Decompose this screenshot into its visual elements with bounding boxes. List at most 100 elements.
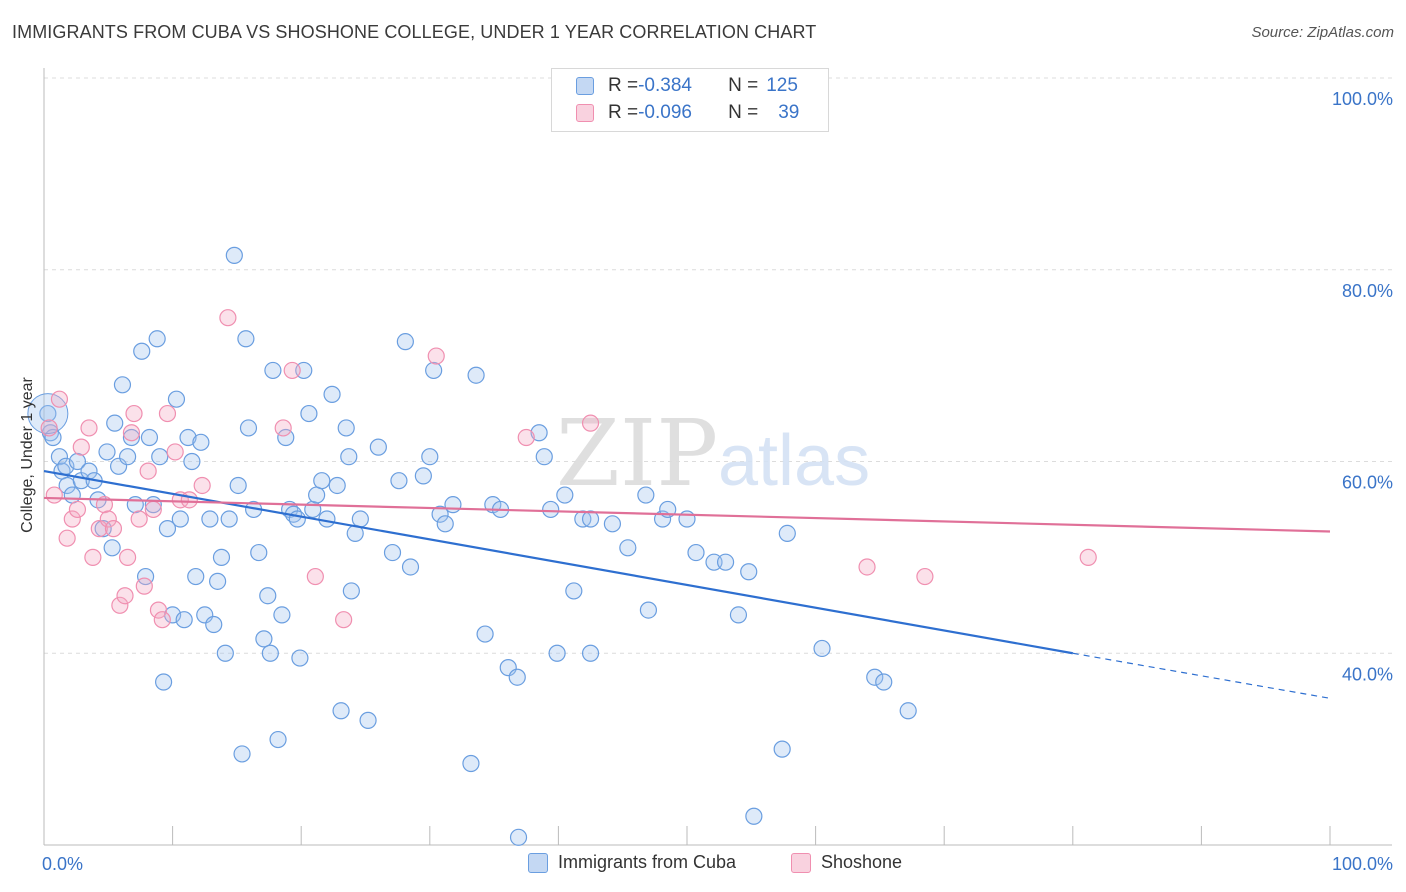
cuba-point <box>103 539 121 557</box>
cuba-point <box>148 330 166 348</box>
cuba-point <box>778 524 796 543</box>
cuba-point <box>122 428 141 447</box>
shoshone-point <box>166 443 184 461</box>
shoshone-point <box>139 462 157 480</box>
cuba-point <box>205 615 223 634</box>
cuba-point <box>619 539 637 557</box>
bottom-legend-swatch-cuba <box>528 852 548 873</box>
cuba-point <box>444 496 462 514</box>
cuba-point <box>899 702 917 720</box>
shoshone-point <box>517 428 535 447</box>
cuba-point <box>390 472 408 490</box>
legend-r-label: R = <box>608 75 639 96</box>
cuba-point <box>239 419 258 437</box>
legend-n-label: N = <box>728 102 759 123</box>
shoshone-point <box>50 390 69 408</box>
cuba-point <box>118 448 137 466</box>
chart-title: IMMIGRANTS FROM CUBA VS SHOSHONE COLLEGE… <box>12 22 817 42</box>
cuba-point <box>133 342 151 360</box>
shoshone-point <box>104 520 123 538</box>
legend-r-label: R = <box>608 102 639 123</box>
shoshone-point <box>180 491 198 509</box>
cuba-point <box>216 644 234 662</box>
watermark-zip: ZIP <box>556 400 718 507</box>
cuba-point-large <box>27 393 69 435</box>
cuba-point <box>63 486 81 504</box>
cuba-point <box>250 543 268 562</box>
cuba-point <box>773 740 791 758</box>
cuba-point <box>237 330 255 348</box>
cuba-point <box>425 361 443 380</box>
trend-lines <box>43 470 1331 699</box>
x-tick-label-max: 100.0% <box>1332 854 1393 874</box>
cuba-point <box>255 630 273 648</box>
cuba-point <box>637 486 655 504</box>
shoshone-point <box>427 347 445 365</box>
cuba-point <box>729 606 748 624</box>
bottom-legend-label-shoshone: Shoshone <box>821 852 903 872</box>
cuba-point <box>716 553 735 571</box>
shoshone-point <box>84 548 102 566</box>
cuba-point <box>183 452 201 471</box>
shoshone-point <box>274 419 292 437</box>
legend-swatch-shoshone <box>576 104 594 122</box>
cuba-point <box>277 428 295 447</box>
cuba-point <box>288 510 306 528</box>
cuba-point <box>318 510 336 528</box>
cuba-point <box>140 428 159 447</box>
cuba-point <box>581 510 600 528</box>
cuba-point <box>467 366 485 384</box>
shoshone-point <box>158 404 177 423</box>
cuba-point <box>300 404 318 423</box>
cuba-point <box>383 543 402 562</box>
cuba-point <box>556 486 574 504</box>
cuba-point <box>39 404 57 423</box>
cuba-point <box>603 515 622 533</box>
cuba-point <box>369 438 387 456</box>
cuba-point <box>269 730 287 749</box>
cuba-point <box>542 500 560 519</box>
shoshone-point <box>193 476 211 495</box>
cuba-point <box>740 563 758 581</box>
shoshone-point <box>306 567 324 586</box>
cuba-point <box>158 520 177 538</box>
shoshone-point <box>153 611 171 629</box>
shoshone-point <box>40 419 58 437</box>
legend-box: R = -0.384 N = 125 R = -0.096 N = 39 <box>551 68 829 132</box>
cuba-point <box>508 668 526 686</box>
shoshone-point <box>111 596 129 614</box>
cuba-point <box>212 548 231 566</box>
cuba-point <box>201 510 219 528</box>
shoshone-point <box>68 500 87 519</box>
cuba-point <box>342 582 360 600</box>
shoshone-point <box>283 361 301 380</box>
cuba-point <box>462 754 480 773</box>
legend-r-value: -0.096 <box>638 102 692 123</box>
cuba-point <box>50 448 69 466</box>
cuba-point <box>359 711 377 729</box>
cuba-point <box>291 649 309 667</box>
cuba-point <box>340 448 358 466</box>
shoshone-point <box>125 404 143 423</box>
shoshone-point <box>99 510 117 528</box>
shoshone-point <box>63 510 81 528</box>
cuba-point <box>421 448 439 466</box>
bottom-legend-swatch-shoshone <box>791 852 811 873</box>
cuba-point <box>106 414 124 432</box>
cuba-point <box>323 385 341 403</box>
shoshone-point <box>122 424 141 442</box>
cuba-point <box>639 601 658 619</box>
shoshone-point <box>581 414 600 432</box>
cuba-point <box>396 333 414 351</box>
cuba-point <box>581 644 600 662</box>
cuba-point <box>179 428 197 447</box>
bottom-legend-label-cuba: Immigrants from Cuba <box>558 852 737 872</box>
shoshone-point <box>144 500 162 519</box>
cuba-point <box>745 807 763 825</box>
shoshone-point <box>916 567 934 586</box>
cuba-point <box>187 567 205 586</box>
cuba-point <box>565 582 583 600</box>
shoshone-point <box>130 510 148 528</box>
shoshone-point <box>45 486 63 504</box>
